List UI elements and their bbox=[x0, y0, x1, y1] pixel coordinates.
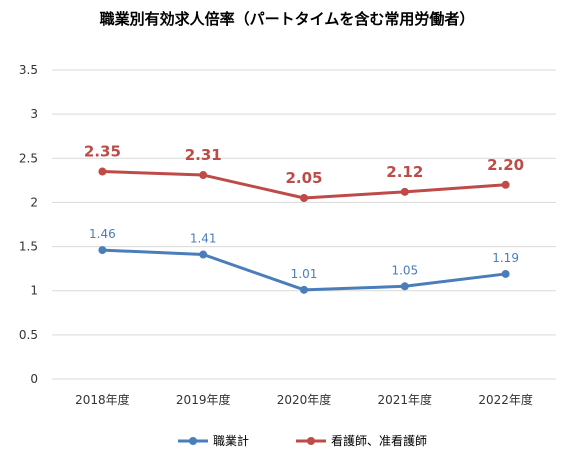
legend-label-1: 看護師、准看護師 bbox=[331, 433, 427, 448]
y-tick-label-1: 0.5 bbox=[19, 328, 38, 342]
series-1-point-1 bbox=[199, 171, 208, 180]
series-0-point-1 bbox=[199, 250, 208, 259]
series-1-point-4 bbox=[501, 180, 510, 189]
y-tick-label-4: 2 bbox=[30, 195, 38, 209]
series-1-point-0 bbox=[98, 167, 107, 176]
series-0-data-label-1: 1.41 bbox=[190, 232, 217, 246]
series-1-data-label-2: 2.05 bbox=[285, 169, 322, 187]
y-tick-label-2: 1 bbox=[30, 284, 38, 298]
series-0-data-label-0: 1.46 bbox=[89, 227, 116, 241]
y-tick-label-6: 3 bbox=[30, 107, 38, 121]
x-tick-label-1: 2019年度 bbox=[176, 392, 231, 407]
legend-label-0: 職業計 bbox=[213, 433, 249, 448]
series-0-point-3 bbox=[400, 282, 409, 291]
x-tick-label-3: 2021年度 bbox=[378, 392, 433, 407]
legend-marker-0 bbox=[189, 437, 197, 445]
series-1-point-3 bbox=[400, 187, 409, 196]
series-1-data-label-0: 2.35 bbox=[84, 143, 121, 161]
y-tick-label-7: 3.5 bbox=[19, 63, 38, 77]
series-0-data-label-2: 1.01 bbox=[291, 267, 318, 281]
legend-marker-1 bbox=[307, 437, 315, 445]
chart-title: 職業別有効求人倍率（パートタイムを含む常用労働者） bbox=[99, 10, 475, 28]
x-tick-label-0: 2018年度 bbox=[75, 392, 130, 407]
y-tick-label-5: 2.5 bbox=[19, 151, 38, 165]
y-tick-label-3: 1.5 bbox=[19, 240, 38, 254]
series-0-point-4 bbox=[501, 269, 510, 278]
series-1-data-label-3: 2.12 bbox=[386, 163, 423, 181]
series-1-data-label-4: 2.20 bbox=[487, 156, 524, 174]
series-1-point-2 bbox=[300, 194, 308, 203]
series-0-point-2 bbox=[300, 285, 308, 294]
series-0-data-label-3: 1.05 bbox=[391, 263, 418, 277]
x-tick-label-2: 2020年度 bbox=[277, 392, 332, 407]
series-0-data-label-4: 1.19 bbox=[492, 251, 519, 265]
series-0-point-0 bbox=[98, 246, 107, 255]
y-tick-label-0: 0 bbox=[30, 372, 38, 386]
series-1-data-label-1: 2.31 bbox=[185, 146, 222, 164]
x-tick-label-4: 2022年度 bbox=[478, 392, 533, 407]
